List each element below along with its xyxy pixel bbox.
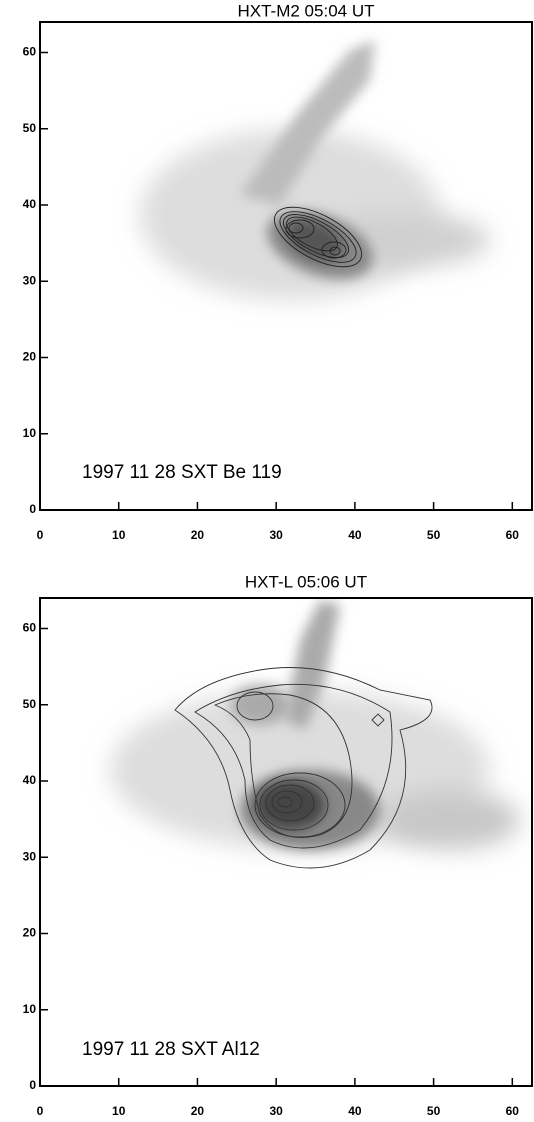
- x-tick-label: 30: [269, 528, 283, 542]
- x-tick-label: 40: [348, 528, 362, 542]
- plot-frame: [39, 597, 533, 1087]
- x-tick-label: 0: [37, 528, 44, 542]
- y-tick-label: 10: [23, 1002, 37, 1016]
- y-tick-label: 30: [23, 273, 37, 287]
- x-tick-label: 30: [269, 1104, 283, 1118]
- x-tick-label: 0: [37, 1104, 44, 1118]
- x-tick-label: 40: [348, 1104, 362, 1118]
- y-tick-label: 50: [23, 697, 37, 711]
- y-tick-label: 20: [23, 350, 37, 364]
- y-tick-label: 40: [23, 773, 37, 787]
- x-tick-label: 20: [191, 1104, 205, 1118]
- annotation: 1997 11 28 SXT Be 119: [82, 462, 282, 483]
- y-tick-label: 30: [23, 849, 37, 863]
- y-tick-label: 50: [23, 121, 37, 135]
- chart-title: HXT-M2 05:04 UT: [238, 1, 375, 20]
- plot-frame: [39, 21, 533, 511]
- y-tick-label: 10: [23, 426, 37, 440]
- y-tick-label: 60: [23, 621, 37, 635]
- x-tick-label: 10: [112, 528, 126, 542]
- x-tick-label: 50: [427, 1104, 441, 1118]
- y-tick-label: 0: [29, 502, 36, 516]
- chart-title: HXT-L 05:06 UT: [245, 572, 367, 591]
- y-tick-label: 20: [23, 926, 37, 940]
- x-tick-label: 50: [427, 528, 441, 542]
- y-tick-label: 0: [29, 1078, 36, 1092]
- annotation: 1997 11 28 SXT Al12: [82, 1039, 260, 1060]
- x-tick-label: 60: [506, 1104, 520, 1118]
- y-tick-label: 40: [23, 197, 37, 211]
- y-tick-label: 60: [23, 45, 37, 59]
- x-tick-label: 10: [112, 1104, 126, 1118]
- x-tick-label: 20: [191, 528, 205, 542]
- image-panel: [140, 40, 490, 300]
- image-panel: [110, 600, 520, 869]
- x-tick-label: 60: [506, 528, 520, 542]
